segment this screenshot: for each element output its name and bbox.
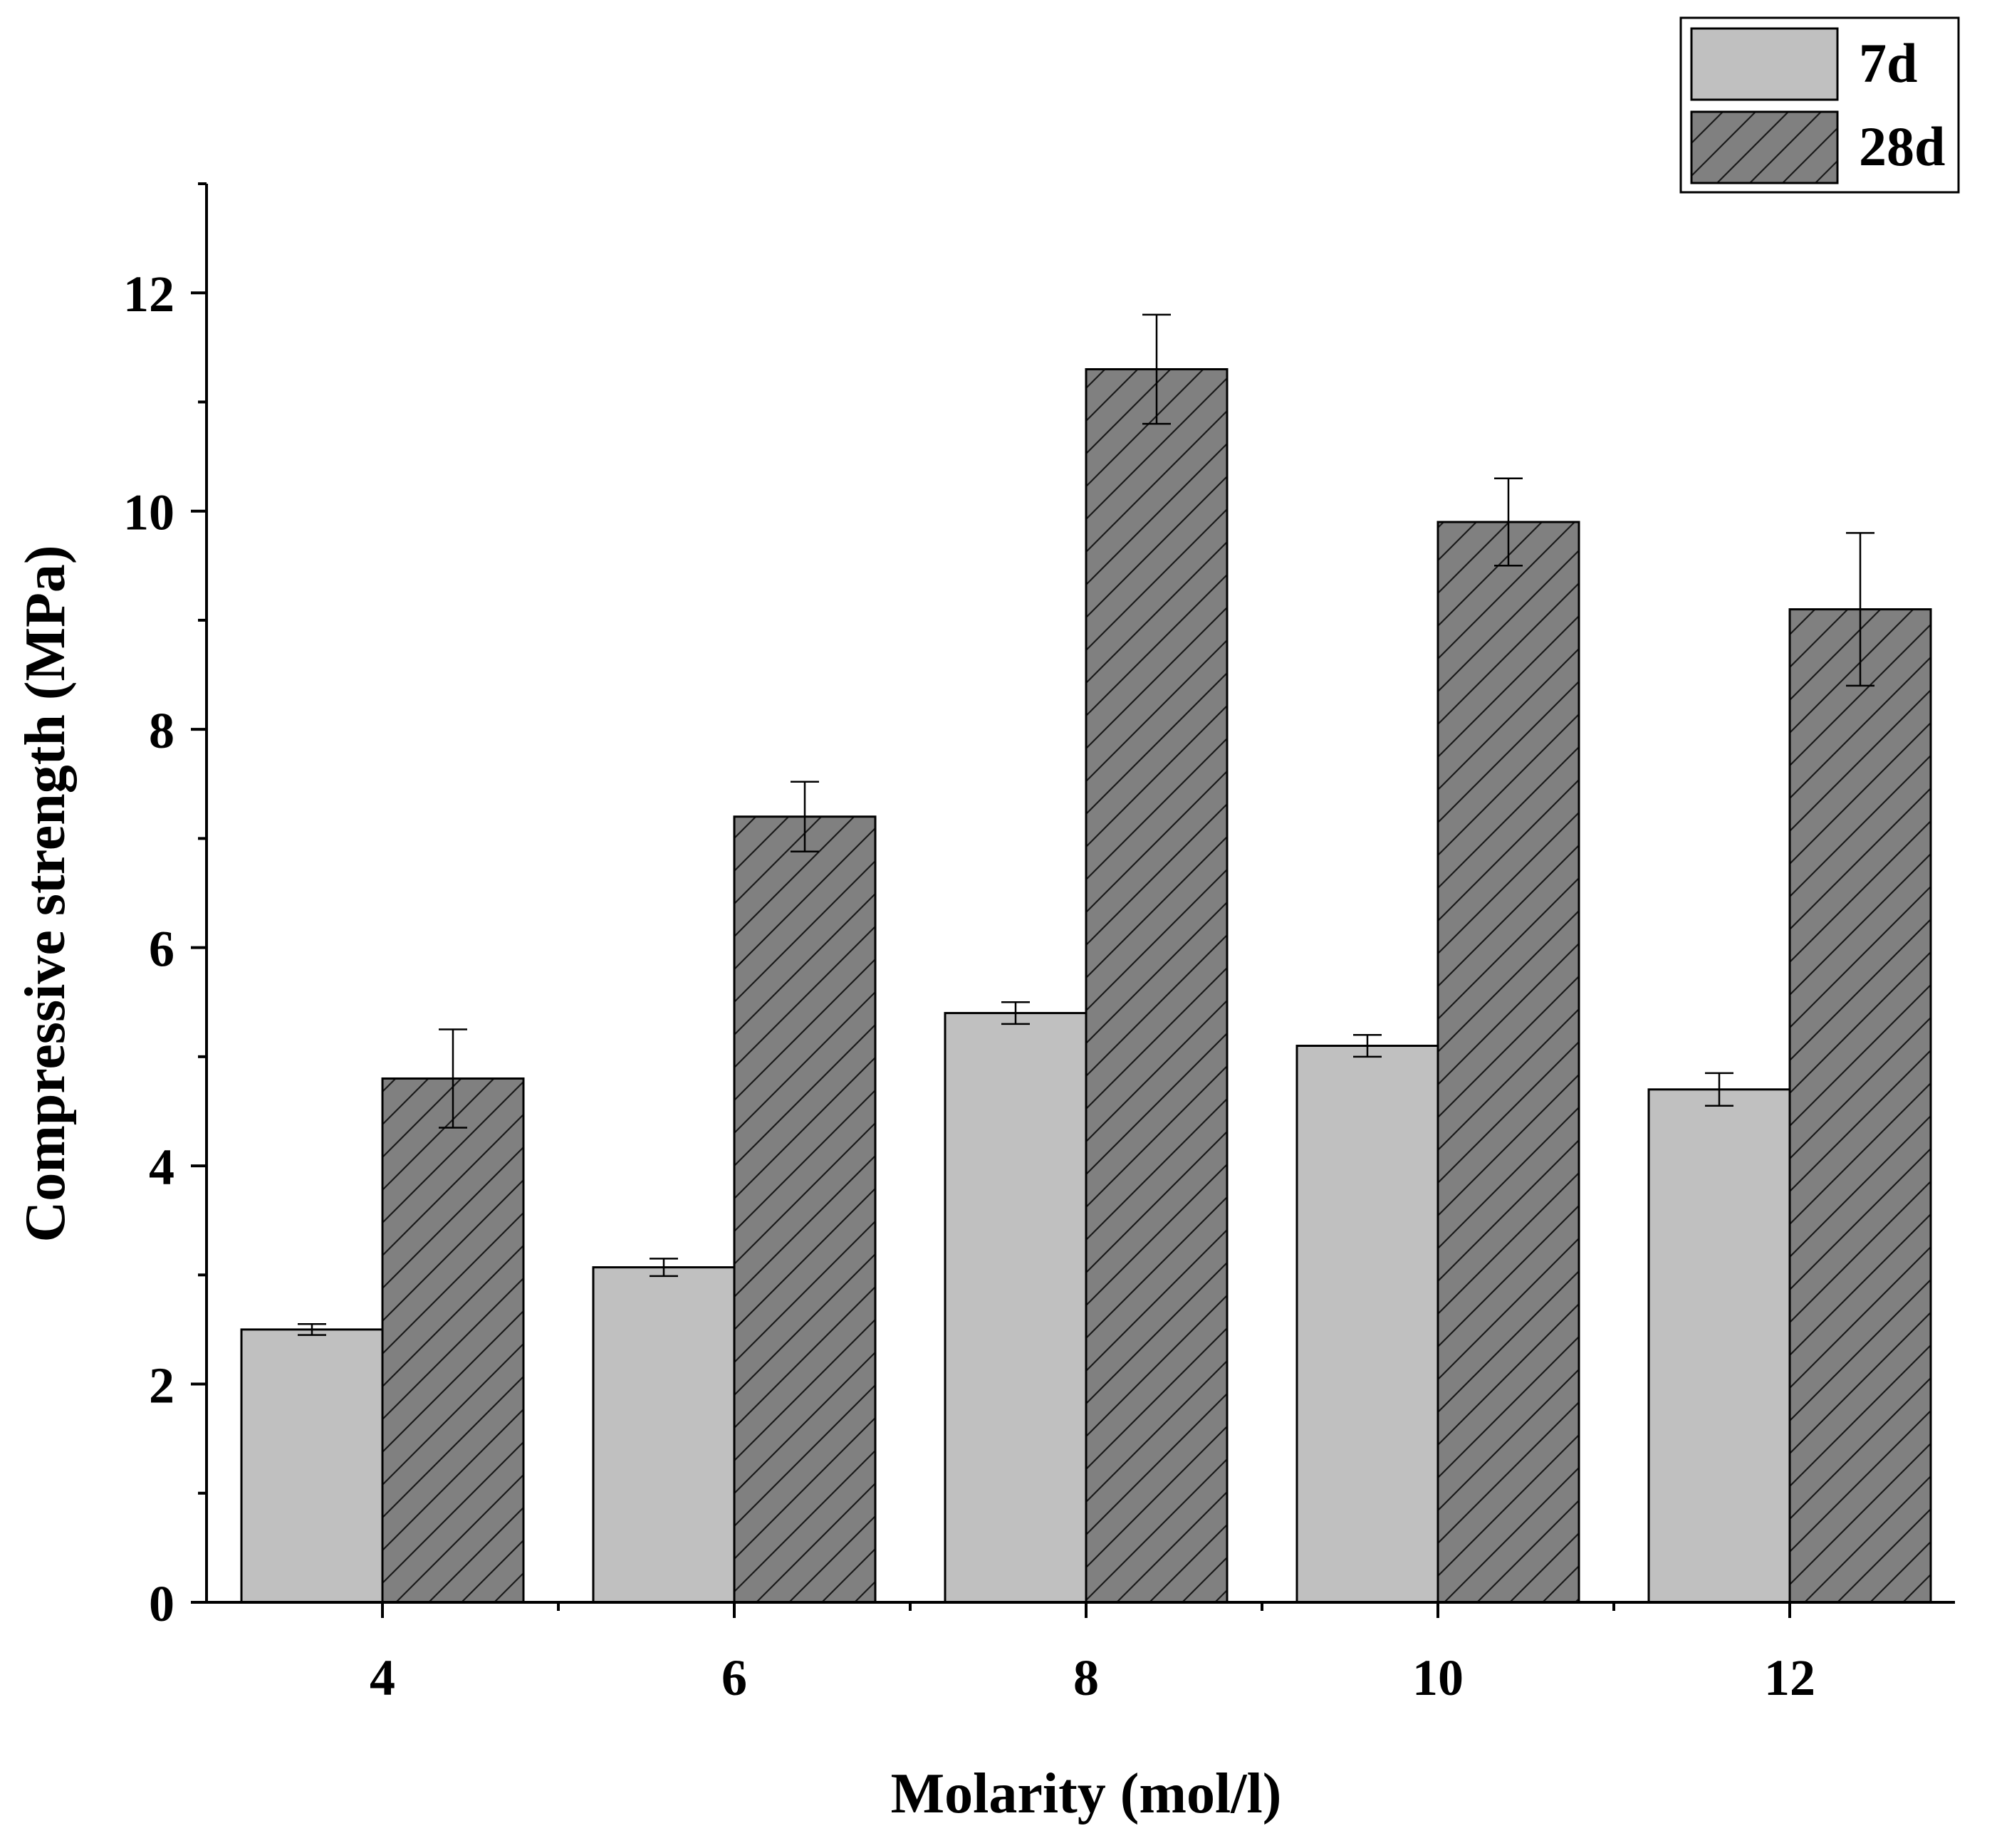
error-bar-7d-6 [650, 1258, 678, 1278]
y-tick-label: 10 [123, 484, 174, 541]
bar-28d-12 [1788, 608, 1932, 1604]
x-tick-label: 4 [370, 1649, 395, 1706]
x-tick-label: 12 [1764, 1649, 1815, 1706]
error-bar-28d-8 [1142, 313, 1171, 425]
error-bar-28d-10 [1494, 477, 1523, 567]
x-tick-label: 10 [1412, 1649, 1464, 1706]
error-bars-layer [298, 313, 1874, 1336]
error-bar-7d-8 [1001, 1001, 1030, 1025]
bar-7d-6 [592, 1266, 736, 1604]
axes-layer: 0 2 4 6 8 10 12 4 6 8 10 12 [123, 182, 1955, 1706]
legend-swatch-7d [1690, 27, 1839, 101]
y-axis-title: Compressive strength (MPa) [14, 545, 77, 1242]
bar-28d-8 [1085, 367, 1229, 1604]
bar-7d-10 [1295, 1045, 1439, 1604]
y-tick-label: 0 [149, 1575, 174, 1632]
x-tick-label: 6 [721, 1649, 747, 1706]
y-tick-label: 12 [123, 266, 174, 323]
bars-layer [240, 367, 1932, 1604]
legend-swatch-28d [1690, 110, 1839, 184]
bar-28d-4 [381, 1077, 525, 1604]
y-tick-label: 2 [149, 1357, 174, 1414]
y-tick-label: 8 [149, 702, 174, 759]
bar-7d-4 [240, 1328, 384, 1604]
bar-7d-12 [1647, 1088, 1791, 1604]
bar-28d-10 [1436, 521, 1580, 1604]
legend-label-7d: 7d [1859, 32, 1917, 94]
error-bar-7d-10 [1353, 1033, 1382, 1058]
bar-7d-8 [944, 1012, 1088, 1604]
x-axis-title: Molarity (mol/l) [891, 1763, 1282, 1825]
bar-28d-6 [733, 815, 877, 1604]
error-bar-28d-12 [1846, 532, 1874, 687]
legend-label-28d: 28d [1859, 115, 1945, 177]
error-bar-28d-4 [439, 1028, 467, 1129]
y-tick-label: 4 [149, 1139, 174, 1196]
error-bar-28d-6 [791, 781, 819, 853]
y-tick-label: 6 [149, 921, 174, 978]
error-bar-7d-4 [298, 1323, 326, 1336]
error-bar-7d-12 [1705, 1072, 1733, 1107]
x-tick-label: 8 [1073, 1649, 1099, 1706]
